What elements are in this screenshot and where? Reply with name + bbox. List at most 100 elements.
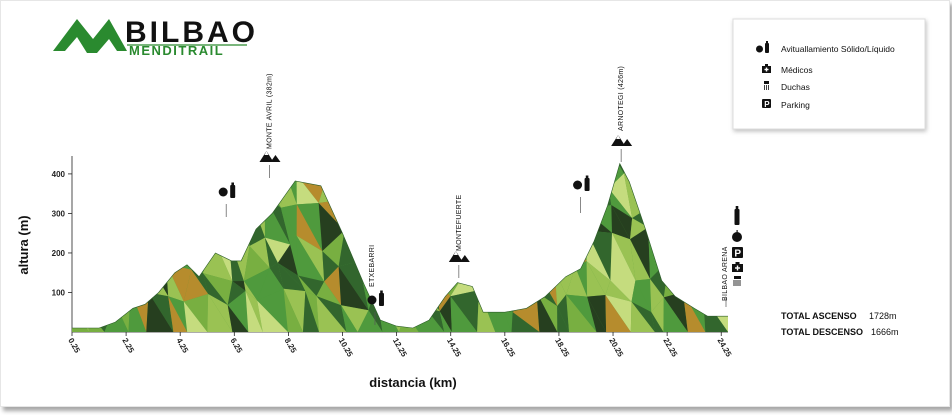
- profile-facet: [512, 204, 541, 237]
- profile-facet: [360, 176, 383, 198]
- x-tick-label: 12.25: [391, 337, 409, 359]
- x-tick-label: 8.25: [283, 337, 299, 355]
- total-descenso-value: 1666m: [871, 327, 899, 337]
- profile-facet: [688, 240, 705, 267]
- profile-facet: [503, 180, 520, 205]
- profile-facet: [90, 170, 104, 203]
- profile-facet: [691, 207, 715, 230]
- profile-facet: [200, 163, 233, 175]
- profile-facet: [227, 281, 246, 305]
- profile-facet: [608, 188, 633, 219]
- profile-facet: [651, 175, 665, 218]
- profile-facet: [477, 290, 496, 332]
- profile-facet: [227, 290, 249, 332]
- profile-facet: [124, 183, 152, 218]
- food-drink-icon: [573, 175, 590, 191]
- profile-facet: [703, 163, 728, 168]
- profile-facet: [547, 197, 580, 241]
- profile-facet: [103, 199, 135, 250]
- profile-facet: [376, 163, 400, 186]
- profile-facet: [259, 166, 284, 208]
- profile-facet: [316, 281, 342, 306]
- profile-facet: [474, 265, 499, 298]
- profile-facet: [297, 275, 325, 297]
- profile-facet: [148, 264, 169, 297]
- profile-facet: [356, 195, 383, 240]
- elevation-profile-area: [72, 163, 728, 332]
- profile-facet: [110, 244, 136, 259]
- profile-facet: [664, 207, 692, 241]
- profile-facet: [605, 294, 631, 332]
- profile-facet: [264, 237, 278, 268]
- profile-facet: [200, 196, 229, 241]
- profile-facet: [296, 235, 325, 282]
- profile-facet: [280, 204, 297, 236]
- profile-facet: [305, 291, 319, 332]
- profile-facet: [415, 239, 433, 276]
- profile-facet: [182, 196, 215, 241]
- profile-facet: [316, 296, 347, 332]
- profile-facet: [499, 185, 513, 212]
- profile-facet: [89, 258, 116, 304]
- x-tick-label: 14.25: [445, 337, 463, 359]
- profile-facet: [418, 205, 432, 240]
- profile-facet: [186, 228, 203, 274]
- profile-facet: [243, 246, 270, 282]
- profile-facet: [200, 163, 228, 175]
- profile-facet: [499, 204, 518, 237]
- profile-facet: [89, 236, 105, 276]
- profile-facet: [259, 170, 281, 208]
- profile-facet: [356, 176, 383, 198]
- profile-facet: [277, 244, 298, 276]
- legend-label: Duchas: [781, 82, 810, 92]
- profile-facet: [296, 202, 323, 252]
- profile-facet: [635, 279, 652, 312]
- profile-facet: [569, 174, 596, 211]
- profile-facet: [103, 199, 135, 250]
- profile-facet: [414, 163, 443, 171]
- profile-facet: [431, 213, 458, 243]
- profile-facet: [650, 279, 664, 312]
- profile-facet: [493, 211, 518, 250]
- food-drink-icon: [367, 290, 384, 306]
- profile-facet: [183, 301, 208, 332]
- point-label: BILBAO ARENA: [722, 246, 729, 301]
- profile-facet: [290, 235, 298, 276]
- profile-facet: [605, 280, 632, 302]
- profile-facet: [90, 170, 112, 200]
- profile-facet: [72, 297, 89, 332]
- profile-facet: [509, 236, 541, 277]
- profile-facet: [474, 265, 499, 298]
- profile-facet: [431, 167, 458, 215]
- logo: BILBAO MENDITRAIL: [53, 16, 255, 58]
- profile-facet: [672, 163, 689, 187]
- profile-facet: [243, 267, 270, 301]
- profile-facet: [249, 237, 270, 268]
- profile-facet: [663, 244, 696, 267]
- profile-facet: [551, 173, 570, 204]
- profile-facet: [149, 247, 171, 264]
- profile-facet: [586, 261, 611, 295]
- profile-facet: [146, 173, 165, 218]
- profile-facet: [610, 232, 636, 281]
- profile-facet: [346, 172, 357, 199]
- profile-facet: [111, 163, 125, 184]
- profile-facet: [149, 263, 169, 297]
- profile-facet: [569, 163, 596, 183]
- profile-facet: [493, 236, 518, 268]
- total-ascenso-value: 1728m: [869, 311, 897, 321]
- peak-label: ARNOTEGI (426m): [618, 66, 625, 131]
- profile-facet: [473, 244, 498, 272]
- profile-facet: [376, 163, 403, 176]
- profile-facet: [277, 262, 306, 292]
- profile-facet: [439, 163, 455, 184]
- profile-facet: [651, 163, 664, 190]
- profile-facet: [88, 258, 116, 313]
- profile-facet: [368, 288, 383, 332]
- profile-facet: [663, 217, 689, 245]
- profile-facet: [133, 212, 152, 252]
- legend-item-shower: Duchas: [764, 81, 810, 92]
- profile-facet: [104, 258, 136, 290]
- profile-facet: [473, 244, 498, 272]
- profile-facet: [630, 301, 655, 332]
